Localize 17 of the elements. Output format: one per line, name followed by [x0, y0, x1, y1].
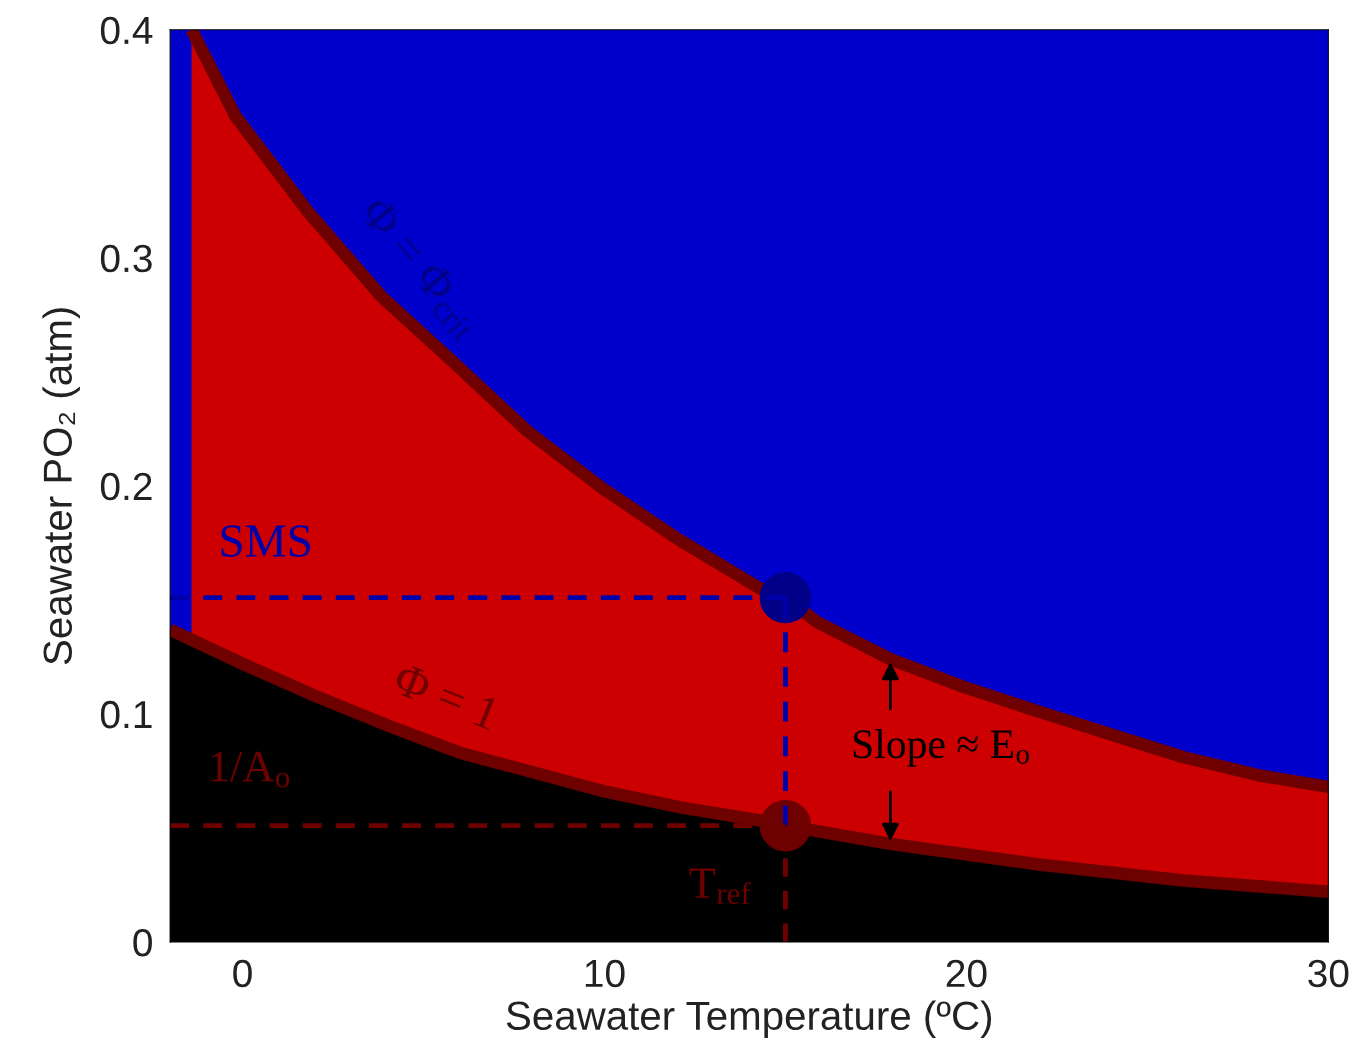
y-tick-label: 0 — [133, 928, 152, 957]
y-tick-label: 0.4 — [100, 16, 153, 45]
annotation: Φ = Φ$_{crit}$ — [354, 194, 488, 343]
x-axis-title: Seawater Temperature (ºC) — [506, 1000, 992, 1039]
x-tick-label: 20 — [946, 959, 987, 988]
x-tick-label: 0 — [233, 959, 252, 988]
x-tick-label: 30 — [1308, 959, 1349, 988]
annotation: T$_{ref}$ — [689, 868, 751, 905]
y-tick-label: 0.2 — [100, 472, 152, 501]
annotation: SMS — [221, 525, 311, 557]
annotation: Slope ≈ E$_{o}$ — [853, 728, 1029, 767]
y-tick-label: 0.3 — [100, 244, 152, 273]
y-axis-title: Seawater PO₂ (atm) — [42, 308, 80, 665]
y-tick-label: 0.1 — [100, 700, 152, 729]
annotation: 1/A$_{o}$ — [211, 751, 290, 788]
annotation: Φ = 1 — [392, 662, 501, 731]
x-tick-label: 10 — [585, 959, 625, 988]
